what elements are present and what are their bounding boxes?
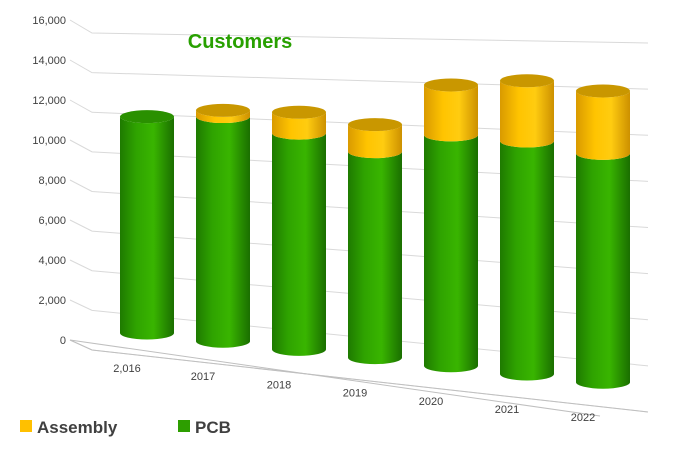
bar-pcb-2 [272, 133, 326, 356]
bars [120, 74, 630, 389]
chart-title: Customers [188, 31, 292, 53]
x-tick-label: 2017 [191, 371, 215, 383]
bar-assembly-6 [576, 91, 630, 160]
bar-pcb-1 [196, 116, 250, 348]
y-tick-label: 0 [60, 335, 66, 347]
bar-pcb-5 [500, 141, 554, 381]
x-tick-label: 2019 [343, 388, 367, 400]
bar-assembly-5 [500, 80, 554, 148]
bar-pcb-4 [424, 134, 478, 373]
bar-pcb-0 [120, 116, 174, 340]
bar-assembly-2 [272, 112, 326, 140]
x-tick-label: 2022 [571, 412, 595, 424]
front-floor-edge [69, 339, 601, 417]
floor-edge [69, 339, 649, 413]
gridline [69, 19, 649, 44]
gridline [69, 59, 649, 90]
bar-cap-2 [272, 105, 326, 119]
y-tick-label: 2,000 [38, 295, 66, 307]
y-tick-label: 4,000 [38, 255, 66, 267]
axes: 0 2,000 4,000 6,000 8,000 10,000 12,000 14,000 1… [32, 15, 595, 424]
y-tick-label: 6,000 [38, 215, 66, 227]
x-tick-label: 2,016 [113, 363, 141, 375]
y-tick-label: 16,000 [32, 15, 66, 27]
gridlines [69, 19, 649, 417]
bar-pcb-3 [348, 151, 402, 365]
legend-swatch-assembly [20, 420, 32, 432]
bar-cap-0 [120, 110, 174, 124]
bar-cap-4 [424, 78, 478, 92]
y-tick-label: 14,000 [32, 55, 66, 67]
x-tick-label: 2018 [267, 379, 291, 391]
bar-cap-1 [196, 103, 250, 117]
legend-label-pcb: PCB [195, 418, 231, 437]
bar-assembly-4 [424, 85, 478, 142]
bar-cap-3 [348, 118, 402, 132]
bar-pcb-6 [576, 153, 630, 389]
y-tick-label: 8,000 [38, 175, 66, 187]
legend-label-assembly: Assembly [37, 418, 118, 437]
bar-assembly-3 [348, 124, 402, 159]
y-tick-label: 10,000 [32, 135, 66, 147]
bar-assembly-1 [196, 110, 250, 124]
x-tick-label: 2021 [495, 404, 519, 416]
bar-cap-5 [500, 74, 554, 88]
y-tick-label: 12,000 [32, 95, 66, 107]
bar-cap-6 [576, 84, 630, 98]
legend: Assembly PCB [20, 418, 231, 437]
x-tick-label: 2020 [419, 396, 443, 408]
legend-swatch-pcb [178, 420, 190, 432]
